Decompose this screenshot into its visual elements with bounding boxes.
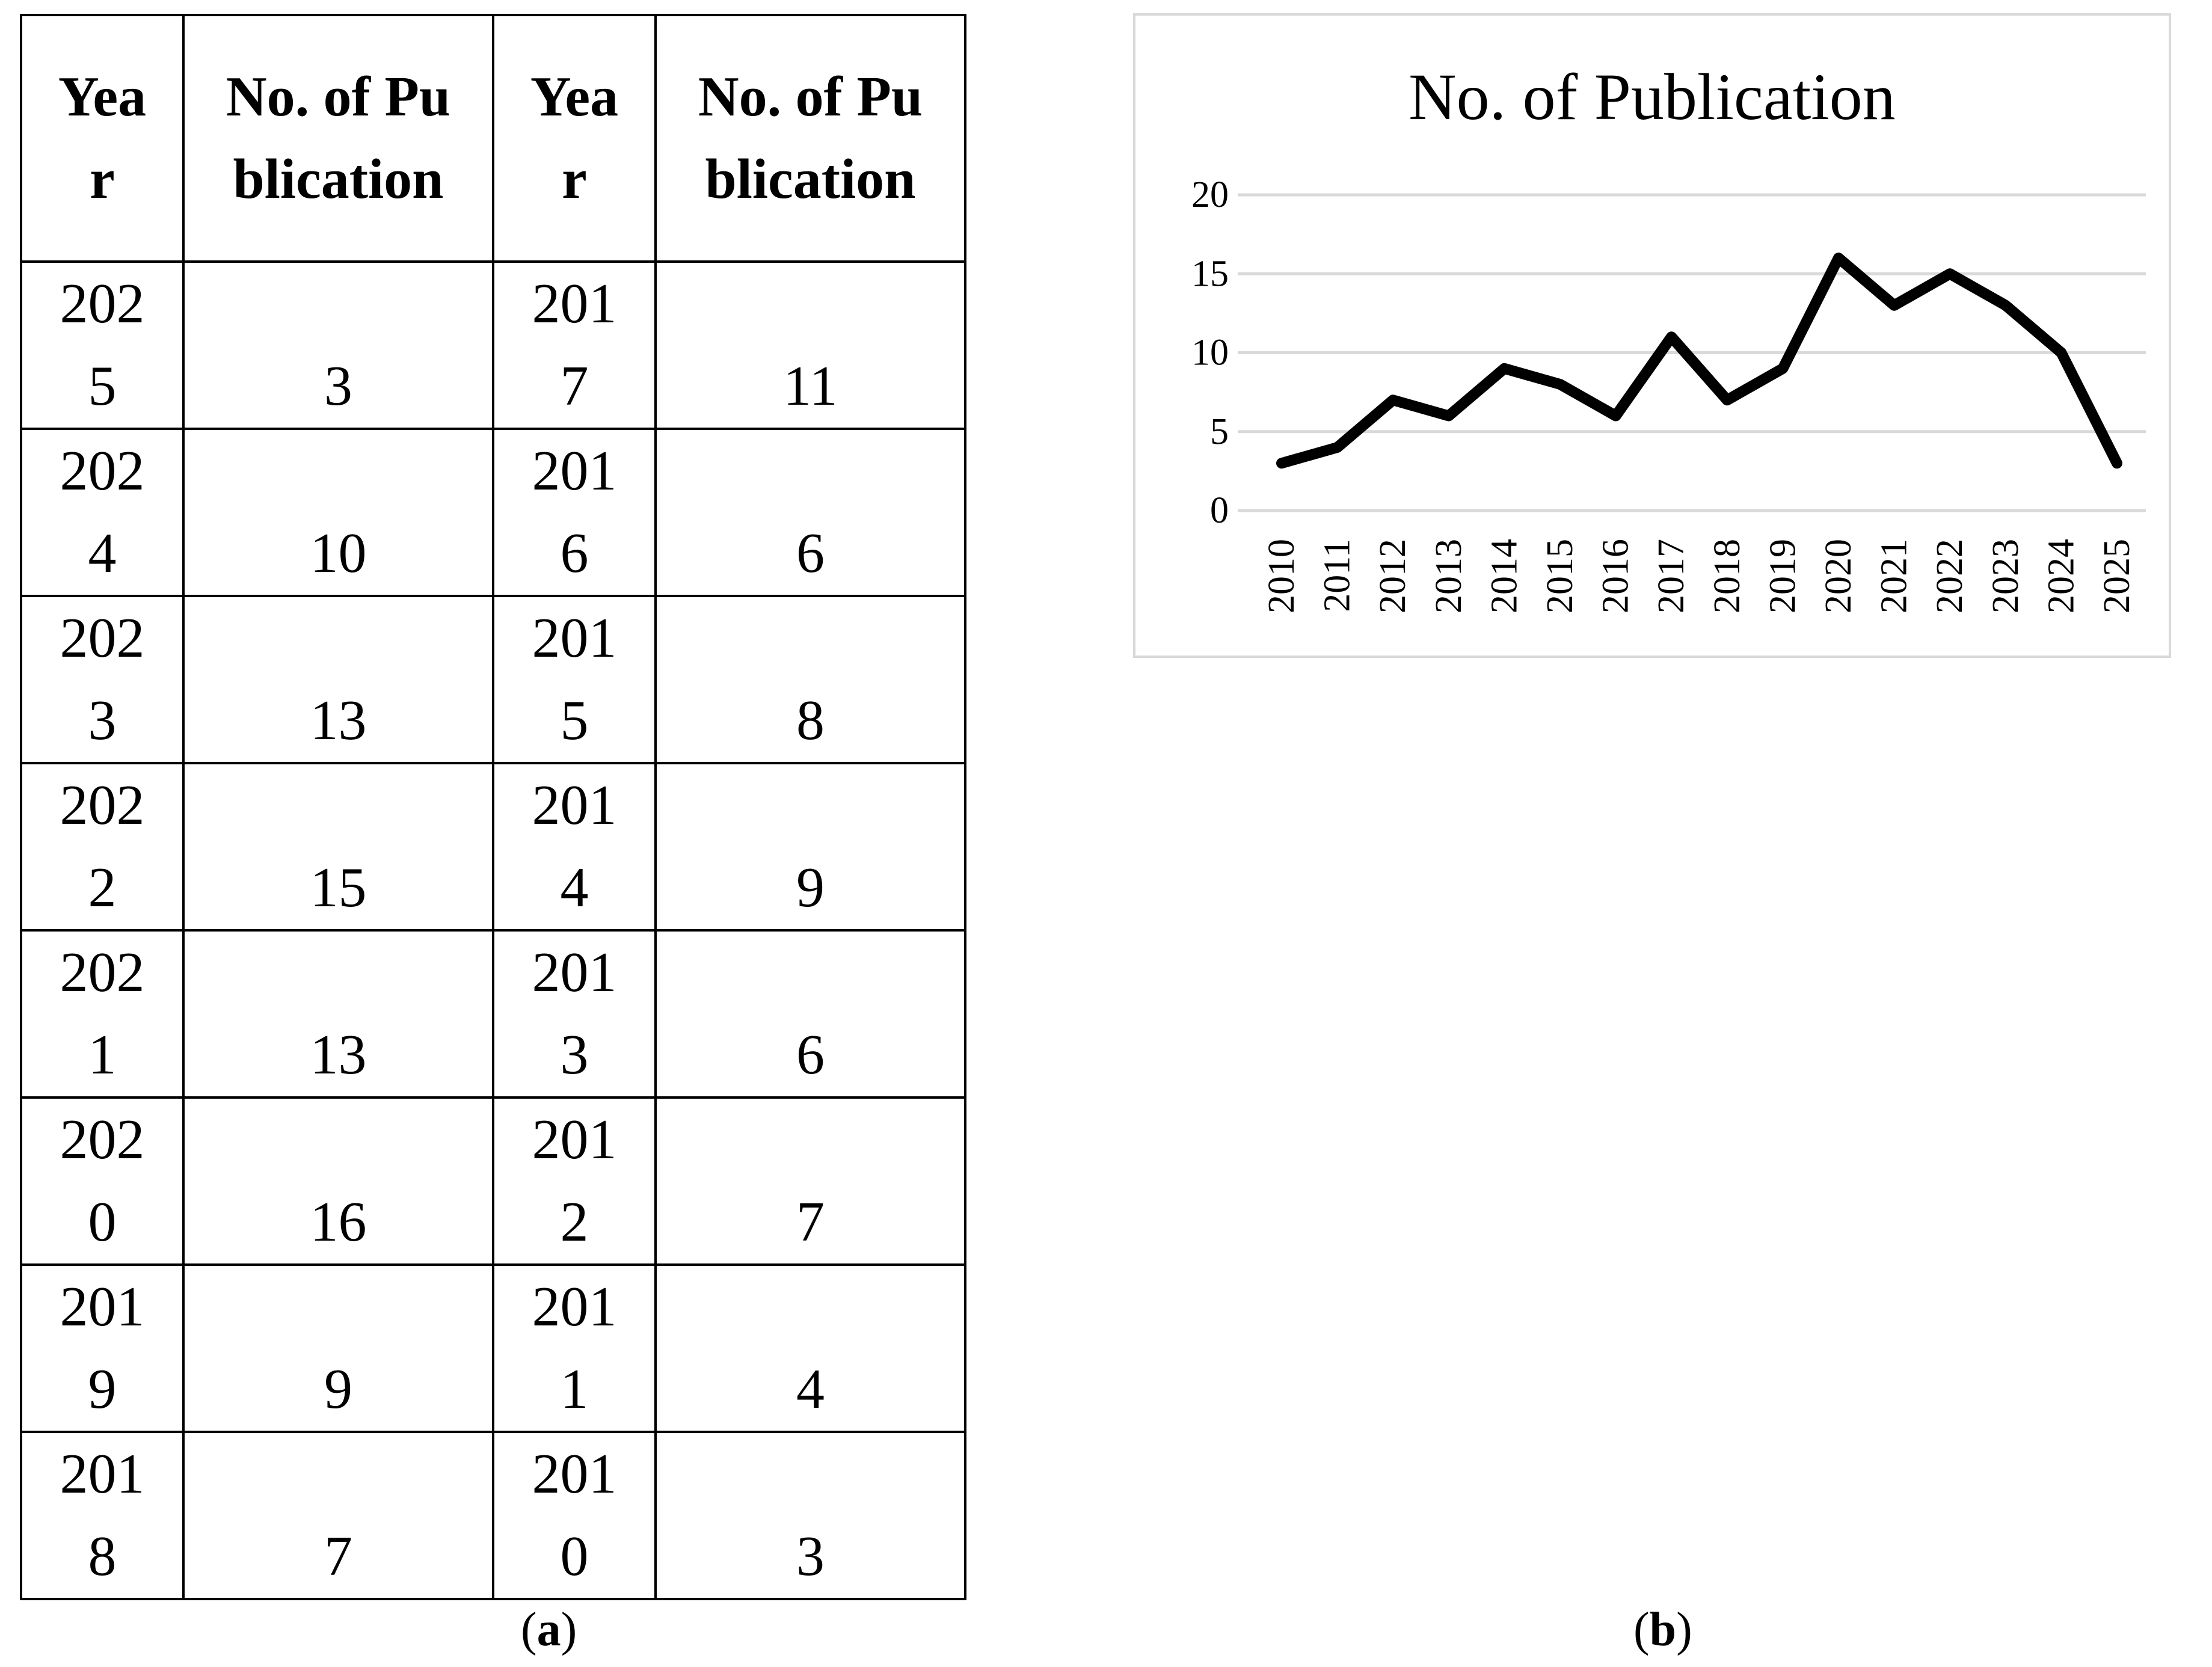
cell-year-left: 2021 — [20, 929, 185, 1099]
cell-publication-left: 13 — [182, 595, 494, 764]
caption-b: (b) — [1633, 1603, 1692, 1656]
table-row: 2019 9 2011 4 — [20, 1263, 966, 1433]
data-point — [2005, 304, 2006, 306]
data-point — [1838, 257, 1839, 259]
y-tick-label: 10 — [1191, 333, 1229, 373]
cell-publication-left: 3 — [182, 260, 494, 430]
data-point — [2116, 462, 2118, 464]
table-row: 2023 13 2015 8 — [20, 595, 966, 764]
data-point — [1281, 462, 1282, 464]
x-tick-label: 2018 — [1707, 539, 1748, 613]
data-point — [1726, 399, 1728, 401]
header-publication-right: No. of Publication — [654, 14, 966, 263]
header-year-left: Year — [20, 14, 185, 263]
table-row: 2021 13 2013 6 — [20, 929, 966, 1099]
cell-publication-left: 7 — [182, 1431, 494, 1600]
data-point — [1559, 384, 1561, 385]
data-point — [1671, 336, 1673, 338]
table-row: 2025 3 2017 11 — [20, 260, 966, 430]
cell-year-left: 2018 — [20, 1431, 185, 1600]
header-year-right: Year — [492, 14, 657, 263]
cell-year-right: 2016 — [492, 428, 657, 597]
cell-publication-right: 9 — [654, 762, 966, 932]
chart-plot: 0 5 10 15 20 2010 2011 2012 2013 2014 2015 2016 2017… — [1191, 174, 2146, 613]
data-point — [1782, 367, 1784, 369]
y-tick-label: 0 — [1210, 490, 1229, 531]
cell-year-left: 2023 — [20, 595, 185, 764]
table-header-row: Year No. of Publication Year No. of Publ… — [20, 14, 966, 263]
x-tick-label: 2016 — [1596, 539, 1636, 613]
data-point — [2060, 352, 2062, 354]
cell-year-right: 2017 — [492, 260, 657, 430]
x-tick-label: 2014 — [1484, 539, 1525, 613]
cell-publication-right: 6 — [654, 428, 966, 597]
data-point — [1504, 367, 1505, 369]
table-row: 2020 16 2012 7 — [20, 1096, 966, 1266]
x-tick-label: 2013 — [1428, 539, 1469, 613]
cell-year-left: 2025 — [20, 260, 185, 430]
table-row: 2022 15 2014 9 — [20, 762, 966, 932]
chart-title: No. of Publication — [1409, 60, 1896, 134]
data-point — [1615, 415, 1617, 417]
series-line — [1276, 253, 2122, 469]
cell-year-left: 2024 — [20, 428, 185, 597]
y-tick-label: 15 — [1191, 253, 1229, 294]
cell-year-left: 2022 — [20, 762, 185, 932]
y-tick-label: 5 — [1210, 411, 1229, 452]
cell-year-right: 2014 — [492, 762, 657, 932]
cell-year-right: 2012 — [492, 1096, 657, 1266]
header-publication-left: No. of Publication — [182, 14, 494, 263]
table-row: 2018 7 2010 3 — [20, 1431, 966, 1600]
cell-publication-right: 6 — [654, 929, 966, 1099]
line-chart: No. of Publication 0 5 10 15 20 2010 2011 2012 2… — [1133, 13, 2171, 658]
cell-publication-right: 8 — [654, 595, 966, 764]
cell-year-left: 2020 — [20, 1096, 185, 1266]
x-tick-label: 2012 — [1372, 539, 1413, 613]
caption-a: (a) — [521, 1603, 577, 1656]
data-point — [1893, 304, 1895, 306]
x-tick-label: 2020 — [1818, 539, 1859, 613]
cell-year-right: 2015 — [492, 595, 657, 764]
cell-publication-left: 13 — [182, 929, 494, 1099]
x-tick-label: 2010 — [1261, 539, 1302, 613]
cell-publication-left: 15 — [182, 762, 494, 932]
cell-publication-right: 4 — [654, 1263, 966, 1433]
cell-publication-left: 10 — [182, 428, 494, 597]
cell-publication-right: 7 — [654, 1096, 966, 1266]
data-point — [1949, 273, 1951, 275]
table-row: 2024 10 2016 6 — [20, 428, 966, 597]
data-point — [1448, 415, 1449, 417]
cell-year-right: 2013 — [492, 929, 657, 1099]
cell-publication-left: 16 — [182, 1096, 494, 1266]
x-tick-label: 2025 — [2097, 539, 2137, 613]
x-tick-label: 2015 — [1540, 539, 1581, 613]
x-tick-label: 2021 — [1874, 539, 1915, 613]
cell-publication-left: 9 — [182, 1263, 494, 1433]
x-tick-label: 2022 — [1929, 539, 1970, 613]
data-point — [1336, 447, 1338, 448]
cell-publication-right: 11 — [654, 260, 966, 430]
cell-year-right: 2011 — [492, 1263, 657, 1433]
cell-year-left: 2019 — [20, 1263, 185, 1433]
x-tick-label: 2023 — [1985, 539, 2026, 613]
x-tick-label: 2019 — [1762, 539, 1803, 613]
cell-publication-right: 3 — [654, 1431, 966, 1600]
x-tick-label: 2024 — [2041, 539, 2081, 613]
publication-table: Year No. of Publication Year No. of Publ… — [20, 14, 966, 1600]
x-tick-label: 2011 — [1317, 539, 1358, 612]
data-point — [1392, 399, 1394, 401]
y-tick-label: 20 — [1191, 174, 1229, 215]
x-tick-label: 2017 — [1651, 539, 1692, 613]
cell-year-right: 2010 — [492, 1431, 657, 1600]
